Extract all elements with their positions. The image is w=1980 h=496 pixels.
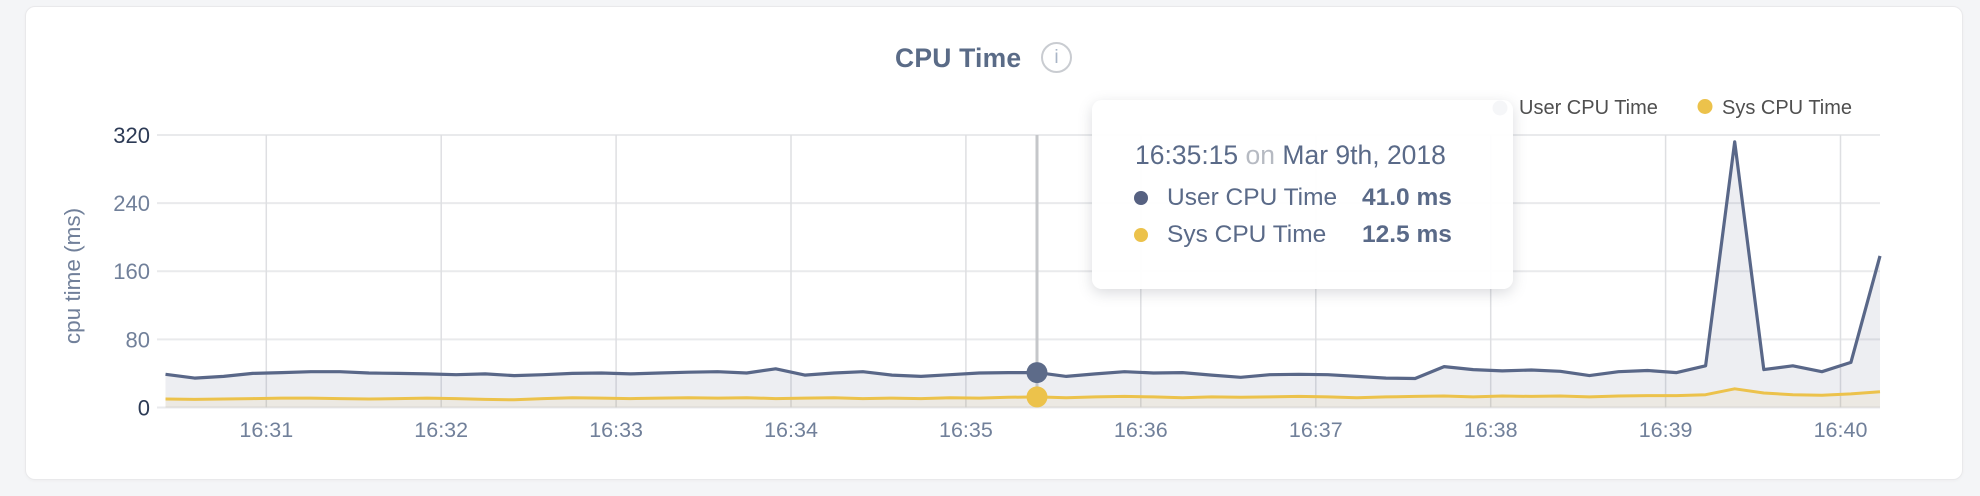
svg-text:16:39: 16:39 <box>1639 418 1693 442</box>
svg-text:16:40: 16:40 <box>1814 418 1868 442</box>
svg-text:Sys CPU Time: Sys CPU Time <box>1722 97 1852 119</box>
svg-text:16:31: 16:31 <box>239 418 293 442</box>
svg-text:16:32: 16:32 <box>414 418 468 442</box>
svg-text:240: 240 <box>113 191 150 216</box>
svg-text:80: 80 <box>126 327 150 352</box>
svg-text:cpu time (ms): cpu time (ms) <box>60 208 85 344</box>
svg-text:16:35: 16:35 <box>939 418 993 442</box>
svg-text:User CPU Time: User CPU Time <box>1519 97 1658 119</box>
svg-text:160: 160 <box>113 259 150 284</box>
svg-text:16:34: 16:34 <box>764 418 818 442</box>
svg-text:320: 320 <box>113 123 150 148</box>
svg-text:16:38: 16:38 <box>1464 418 1518 442</box>
svg-text:16:33: 16:33 <box>589 418 643 442</box>
svg-text:16:37: 16:37 <box>1289 418 1343 442</box>
svg-text:0: 0 <box>138 396 150 421</box>
svg-text:16:36: 16:36 <box>1114 418 1168 442</box>
